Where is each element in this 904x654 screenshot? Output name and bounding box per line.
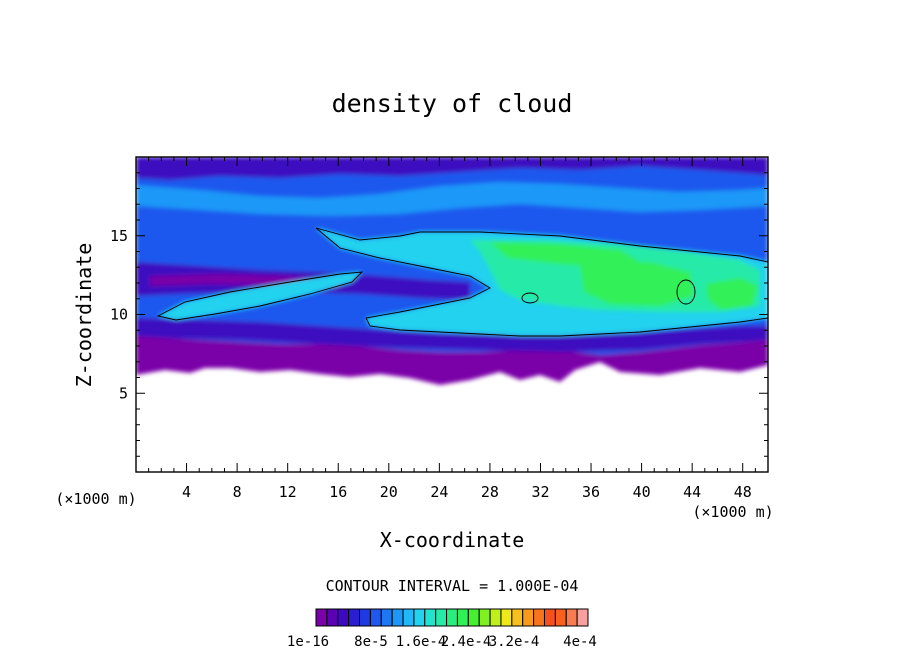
colorbar-swatch: [348, 608, 361, 627]
colorbar-swatch: [478, 608, 491, 627]
colorbar-swatch: [511, 608, 524, 627]
x-unit-label: (×1000 m): [692, 503, 773, 521]
colorbar-swatch: [522, 608, 535, 627]
y-tick-label: 5: [119, 384, 128, 402]
colorbar-label: 2.4e-4: [441, 634, 492, 650]
upper-band-light: [136, 182, 768, 216]
chart-title: density of cloud: [332, 89, 573, 118]
colorbar-swatch: [467, 608, 480, 627]
contour-main-core: [315, 227, 768, 337]
contour-ring-right: [676, 279, 696, 305]
colorbar-swatch: [337, 608, 350, 627]
colorbar-swatch: [359, 608, 371, 627]
colorbar-swatch: [456, 608, 469, 627]
x-tick-label: 32: [531, 483, 549, 501]
colorbar-swatch: [402, 608, 415, 627]
lower-dark-band: [136, 318, 768, 352]
colorbar-swatch: [315, 608, 328, 627]
x-tick-label: 4: [182, 483, 191, 501]
colorbar-swatch: [413, 608, 426, 627]
colorbar-label: 8e-5: [354, 634, 388, 650]
x-tick-label: 36: [582, 483, 600, 501]
colorbar-swatch: [391, 608, 404, 627]
x-tick-label: 48: [734, 483, 752, 501]
y-axis: 5 10 15: [110, 172, 768, 457]
colorbar-label: 1e-16: [287, 634, 329, 650]
colorbar-swatch: [565, 608, 578, 627]
y-tick-label: 10: [110, 306, 128, 324]
contour-small-ring: [521, 292, 539, 304]
x-tick-label: 44: [683, 483, 701, 501]
colorbar-label: 1.6e-4: [396, 634, 447, 650]
colorbar-swatch: [369, 608, 382, 627]
colorbar-label: 3.2e-4: [489, 634, 540, 650]
colorbar-swatch: [500, 608, 513, 627]
colorbar-swatch: [543, 608, 556, 627]
green-core-2: [580, 262, 694, 306]
x-tick-label: 40: [633, 483, 651, 501]
colorbar-swatch: [576, 608, 589, 627]
colorbar-label: 4e-4: [563, 634, 597, 650]
colorbar-swatch: [489, 608, 502, 627]
contour-left-arm: [156, 271, 364, 321]
x-tick-label: 28: [481, 483, 499, 501]
green-core-1: [490, 242, 640, 268]
x-axis-label: X-coordinate: [380, 528, 525, 552]
plot-area: [136, 157, 768, 472]
x-tick-label: 8: [233, 483, 242, 501]
colorbar-swatch: [424, 608, 437, 627]
top-band-dark: [136, 157, 768, 180]
left-cyan-arm: [158, 272, 362, 320]
contour-interval-label: CONTOUR INTERVAL = 1.000E-04: [326, 577, 579, 595]
x-axis: 4 8 12 16 20 24 28 32 36 40 44 48: [148, 157, 756, 501]
colorbar-swatch: [554, 608, 567, 627]
y-tick-label: 15: [110, 227, 128, 245]
x-tick-label: 20: [380, 483, 398, 501]
colorbar-swatch: [326, 608, 339, 627]
x-tick-label: 16: [329, 483, 347, 501]
y-unit-label: (×1000 m): [55, 490, 136, 508]
x-tick-label: 24: [430, 483, 448, 501]
colorbar-swatch: [533, 608, 545, 627]
x-tick-label: 12: [279, 483, 297, 501]
colorbar: [315, 608, 589, 627]
colorbar-swatch: [446, 608, 458, 627]
green-core-3: [706, 278, 758, 310]
y-axis-label: Z-coordinate: [72, 243, 96, 388]
colorbar-swatch: [435, 608, 448, 627]
colorbar-swatch: [380, 608, 393, 627]
colorbar-labels: 1e-16 8e-5 1.6e-42.4e-43.2e-4 4e-4: [287, 634, 597, 650]
